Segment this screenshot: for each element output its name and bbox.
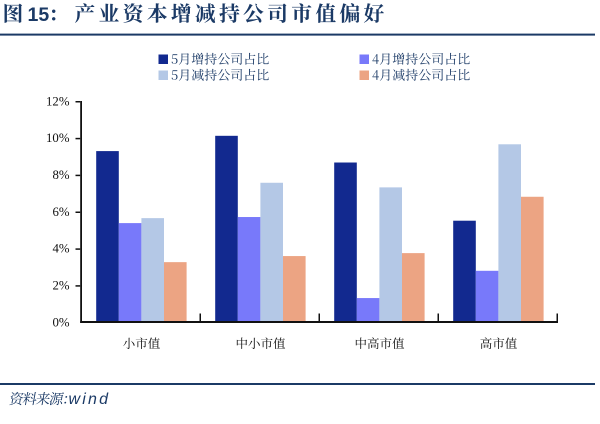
svg-text:10%: 10% [46,131,70,145]
svg-text:2%: 2% [52,279,69,293]
svg-text:wind: wind [69,391,111,408]
svg-text:0%: 0% [52,315,69,329]
svg-text:15: 15 [28,4,50,26]
svg-text:8%: 8% [52,168,69,182]
svg-text:12%: 12% [46,94,70,108]
svg-text:4%: 4% [52,242,69,256]
svg-text:6%: 6% [52,205,69,219]
